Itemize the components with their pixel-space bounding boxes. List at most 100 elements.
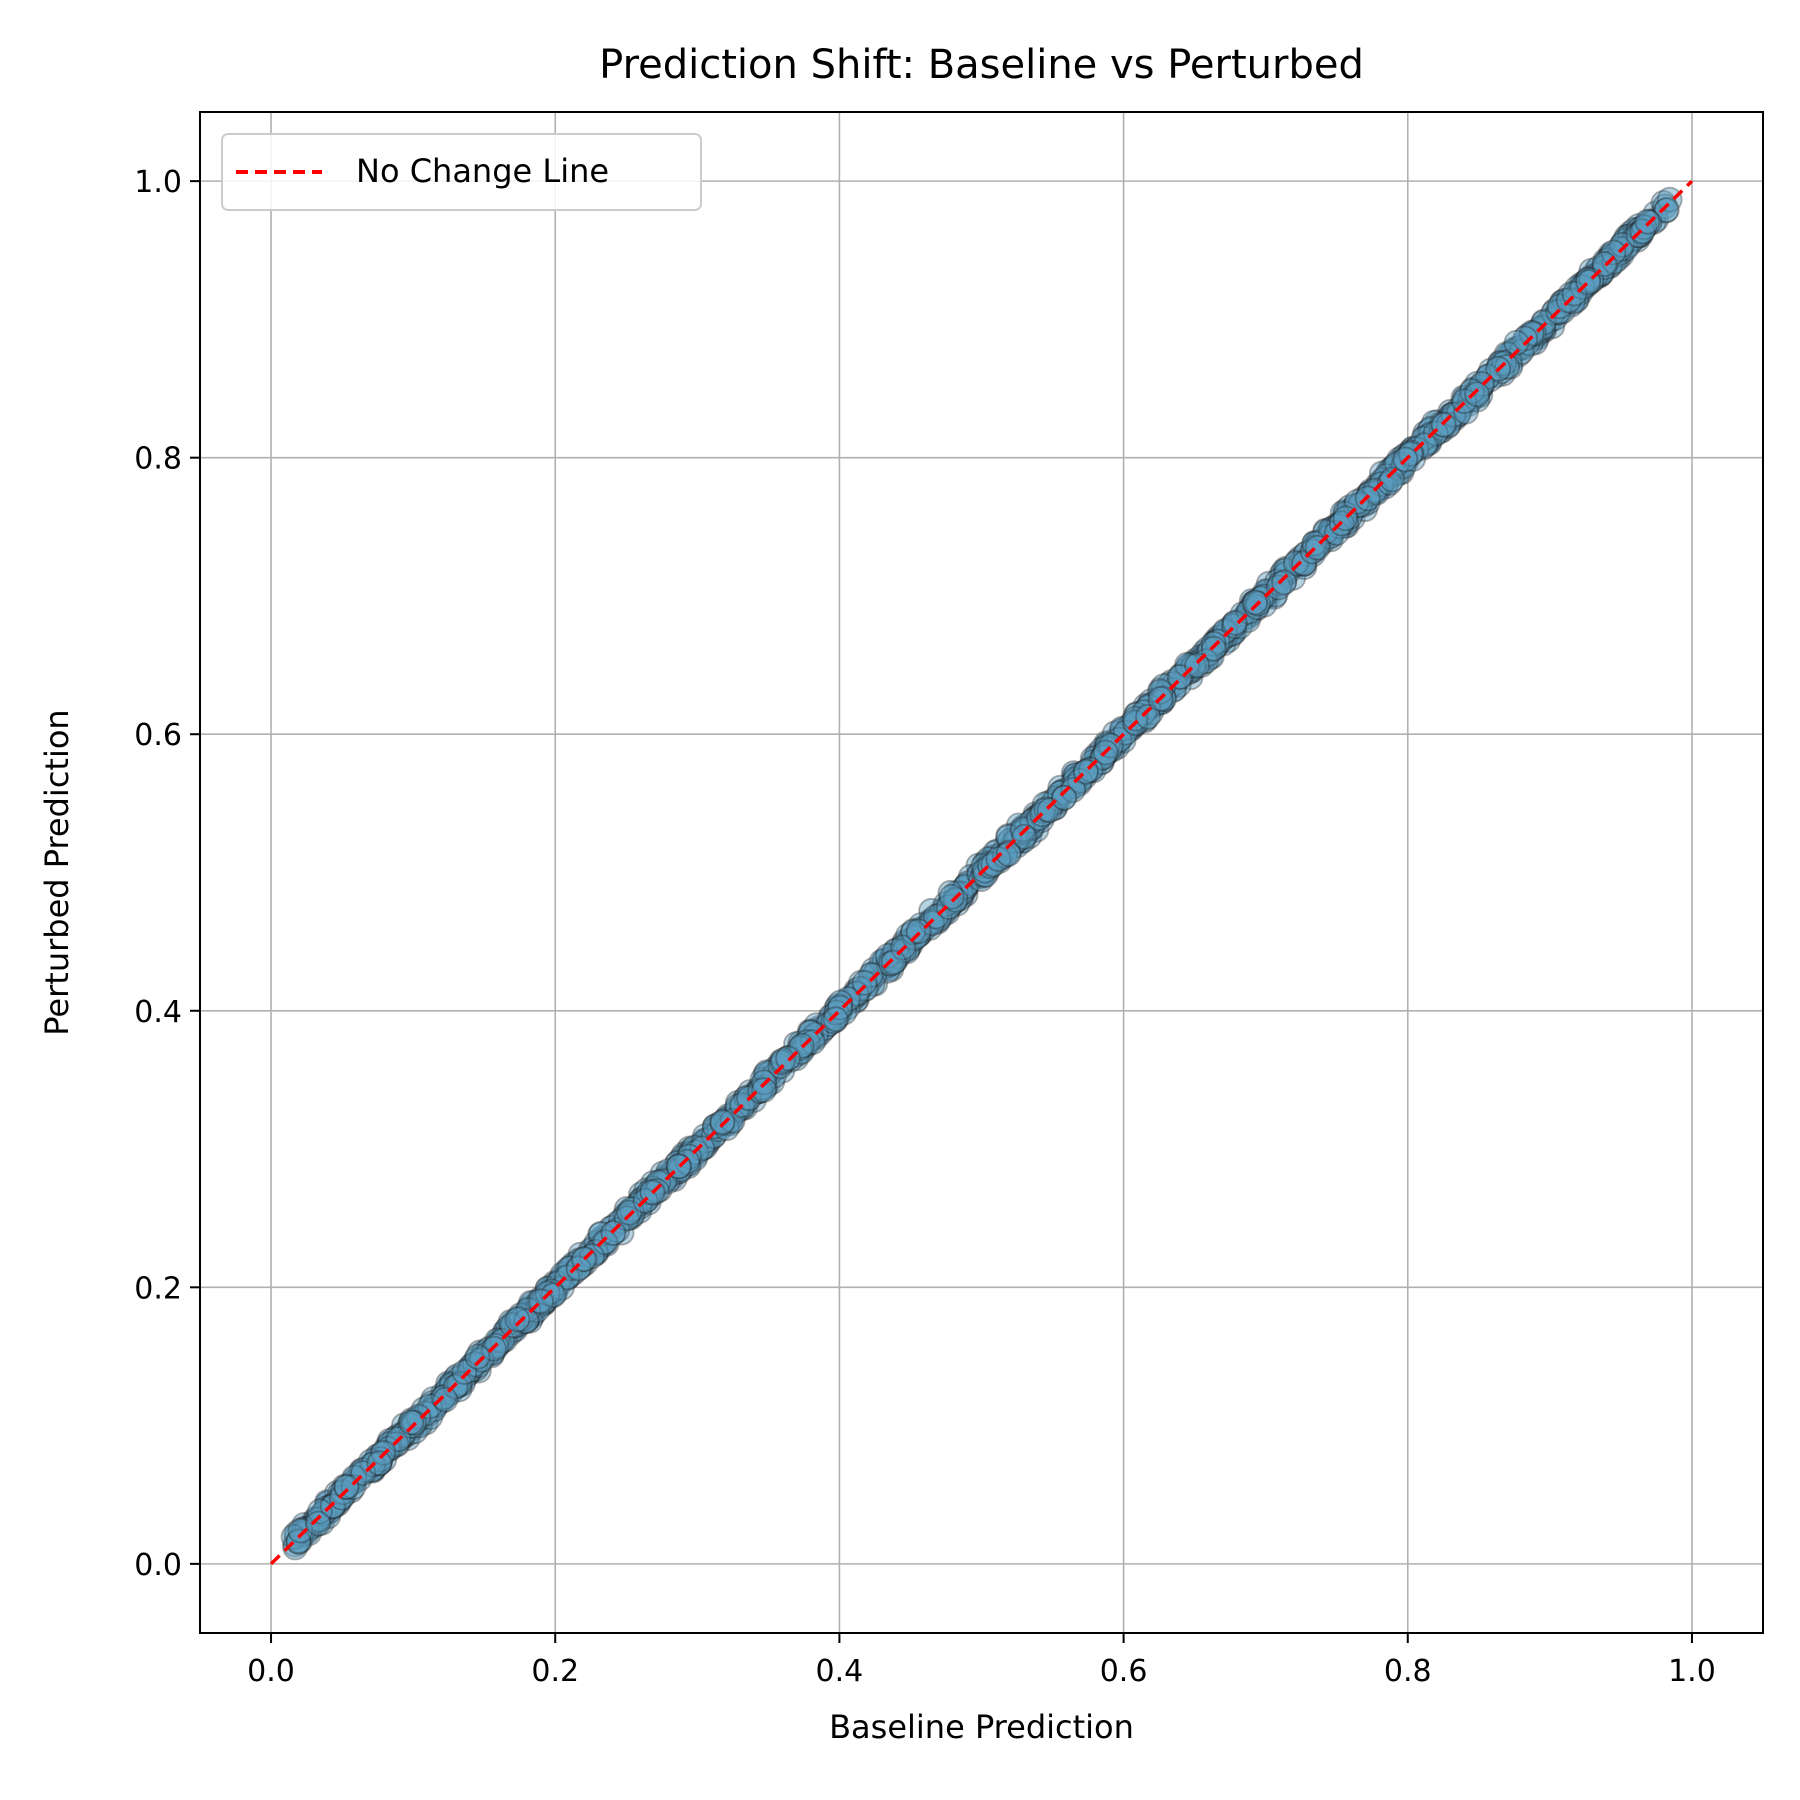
scatter-point [492, 1318, 518, 1345]
scatter-point [494, 1315, 521, 1341]
scatter-point [540, 1282, 567, 1309]
scatter-point [1435, 411, 1462, 438]
scatter-point [593, 1231, 620, 1257]
scatter-point [302, 1512, 329, 1538]
scatter-point [566, 1247, 593, 1274]
scatter-point [1173, 658, 1199, 684]
scatter-point [636, 1179, 662, 1206]
scatter-point [315, 1503, 342, 1530]
scatter-point [717, 1106, 744, 1133]
scatter-point [305, 1510, 332, 1537]
scatter-point [1416, 428, 1443, 455]
scatter-point [1065, 768, 1092, 794]
scatter-point [1490, 360, 1516, 387]
scatter-point [1500, 338, 1527, 365]
scatter-point [592, 1229, 619, 1256]
scatter-point [1650, 189, 1677, 216]
scatter-point [1061, 773, 1088, 800]
scatter-point [1390, 453, 1417, 480]
scatter-point [737, 1079, 764, 1105]
scatter-point [1229, 601, 1256, 627]
scatter-point [1627, 220, 1654, 247]
scatter-point [1373, 469, 1400, 496]
scatter-point [529, 1290, 556, 1316]
scatter-point [1093, 730, 1120, 756]
scatter-point [822, 1007, 849, 1034]
scatter-point [1015, 819, 1042, 846]
scatter-point [1093, 735, 1120, 762]
scatter-point [795, 1030, 822, 1057]
scatter-point [542, 1271, 569, 1298]
scatter-point [681, 1134, 708, 1161]
scatter-point [1624, 227, 1651, 253]
scatter-point [1599, 248, 1625, 275]
scatter-point [1028, 807, 1055, 834]
scatter-point [1357, 478, 1384, 505]
scatter-point [1475, 363, 1501, 390]
scatter-point [565, 1255, 592, 1282]
scatter-point [669, 1144, 695, 1171]
scatter-point [843, 986, 870, 1013]
scatter-point [1055, 778, 1081, 805]
scatter-point [1510, 335, 1537, 362]
scatter-point [700, 1123, 727, 1150]
scatter-point [702, 1113, 729, 1140]
scatter-point [1452, 385, 1479, 411]
scatter-point [1217, 620, 1244, 647]
scatter-point [405, 1403, 432, 1430]
scatter-point [462, 1356, 489, 1382]
scatter-point [1082, 751, 1109, 778]
scatter-point [1179, 651, 1206, 677]
scatter-point [1410, 425, 1437, 452]
scatter-point [373, 1434, 400, 1461]
scatter-point [1062, 762, 1089, 789]
scatter-point [788, 1039, 815, 1065]
scatter-point [1009, 816, 1036, 843]
scatter-point [1445, 400, 1472, 427]
scatter-point [882, 938, 909, 965]
scatter-point [1205, 624, 1232, 650]
scatter-point [478, 1342, 505, 1369]
scatter-point [534, 1275, 561, 1302]
scatter-point [1386, 459, 1412, 486]
scatter-point [770, 1047, 797, 1074]
scatter-point [1010, 823, 1036, 850]
scatter-point [1109, 717, 1135, 744]
scatter-point [881, 947, 908, 974]
scatter-point [689, 1135, 716, 1162]
scatter-point [1237, 601, 1264, 628]
scatter-point [954, 870, 981, 897]
scatter-point [820, 1008, 847, 1034]
scatter-point [1399, 435, 1426, 462]
scatter-point [970, 852, 997, 879]
scatter-point [592, 1229, 619, 1256]
scatter-point [536, 1276, 563, 1303]
scatter-point [1051, 784, 1078, 811]
scatter-point [1355, 489, 1381, 516]
scatter-point [968, 863, 994, 890]
no-change-line [269, 179, 1694, 1566]
scatter-point [868, 948, 895, 975]
y-tick-label: 1.0 [134, 165, 182, 200]
scatter-point [871, 947, 898, 973]
scatter-point [1524, 324, 1551, 351]
scatter-point [1252, 578, 1279, 605]
scatter-point [1365, 470, 1392, 497]
scatter-point [1080, 754, 1106, 780]
scatter-point [1540, 299, 1567, 326]
scatter-point [1242, 589, 1268, 616]
scatter-point [333, 1473, 360, 1500]
scatter-point [1413, 430, 1440, 457]
scatter-point [1077, 757, 1104, 783]
scatter-point [290, 1515, 317, 1542]
scatter-point [582, 1239, 609, 1265]
scatter-point [325, 1490, 352, 1517]
scatter-point [1627, 222, 1654, 249]
scatter-point [1222, 609, 1248, 636]
scatter-point [449, 1370, 476, 1397]
scatter-point [549, 1261, 576, 1288]
scatter-point [714, 1110, 740, 1136]
scatter-point [583, 1229, 610, 1256]
scatter-point [1499, 339, 1525, 366]
scatter-point [396, 1410, 423, 1437]
